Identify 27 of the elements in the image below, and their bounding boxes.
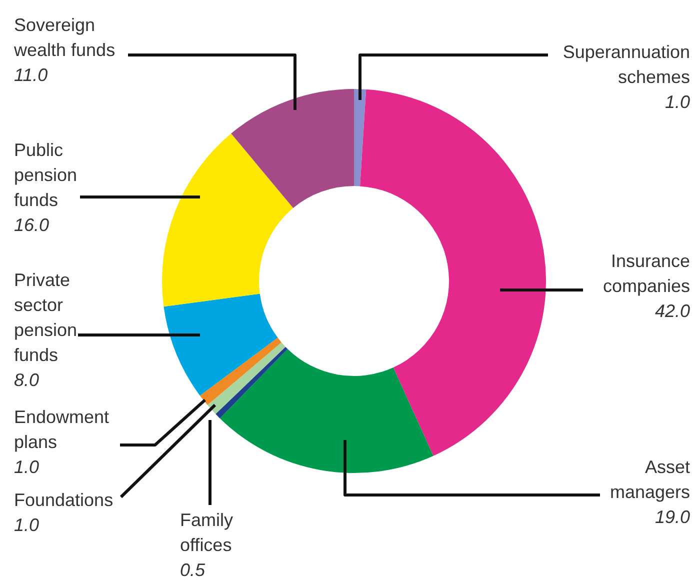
- donut-slice: [354, 89, 366, 186]
- donut-slice: [162, 133, 294, 307]
- data-label: 1.0: [14, 457, 40, 477]
- slice-label: Sovereign wealth funds: [13, 15, 116, 60]
- data-label: 11.0: [14, 65, 48, 85]
- data-label: 0.5: [180, 560, 206, 580]
- data-label: 19.0: [654, 507, 690, 527]
- data-label: 1.0: [664, 92, 690, 112]
- donut-slice: [207, 342, 286, 414]
- slice-label: Private sector pension funds: [14, 270, 78, 365]
- donut-slice: [200, 338, 282, 406]
- donut-slice: [220, 348, 434, 473]
- slice-label: Endowment plans: [14, 407, 110, 452]
- data-label: 16.0: [14, 215, 50, 235]
- slice-label: Asset managers: [610, 457, 690, 502]
- slice-label: Insurance companies: [602, 251, 690, 296]
- donut-slice: [216, 346, 288, 418]
- donut-slice: [360, 89, 546, 456]
- data-label: 1.0: [14, 515, 40, 535]
- data-label: 42.0: [654, 301, 690, 321]
- slice-label: Foundations: [14, 490, 114, 510]
- data-label: 8.0: [14, 370, 40, 390]
- donut-slice: [164, 294, 278, 396]
- donut-slice: [231, 89, 354, 208]
- slice-label: Family offices: [180, 510, 233, 555]
- slice-label: Public pension funds: [14, 140, 78, 210]
- slice-label: Superannuation schemes: [562, 42, 690, 87]
